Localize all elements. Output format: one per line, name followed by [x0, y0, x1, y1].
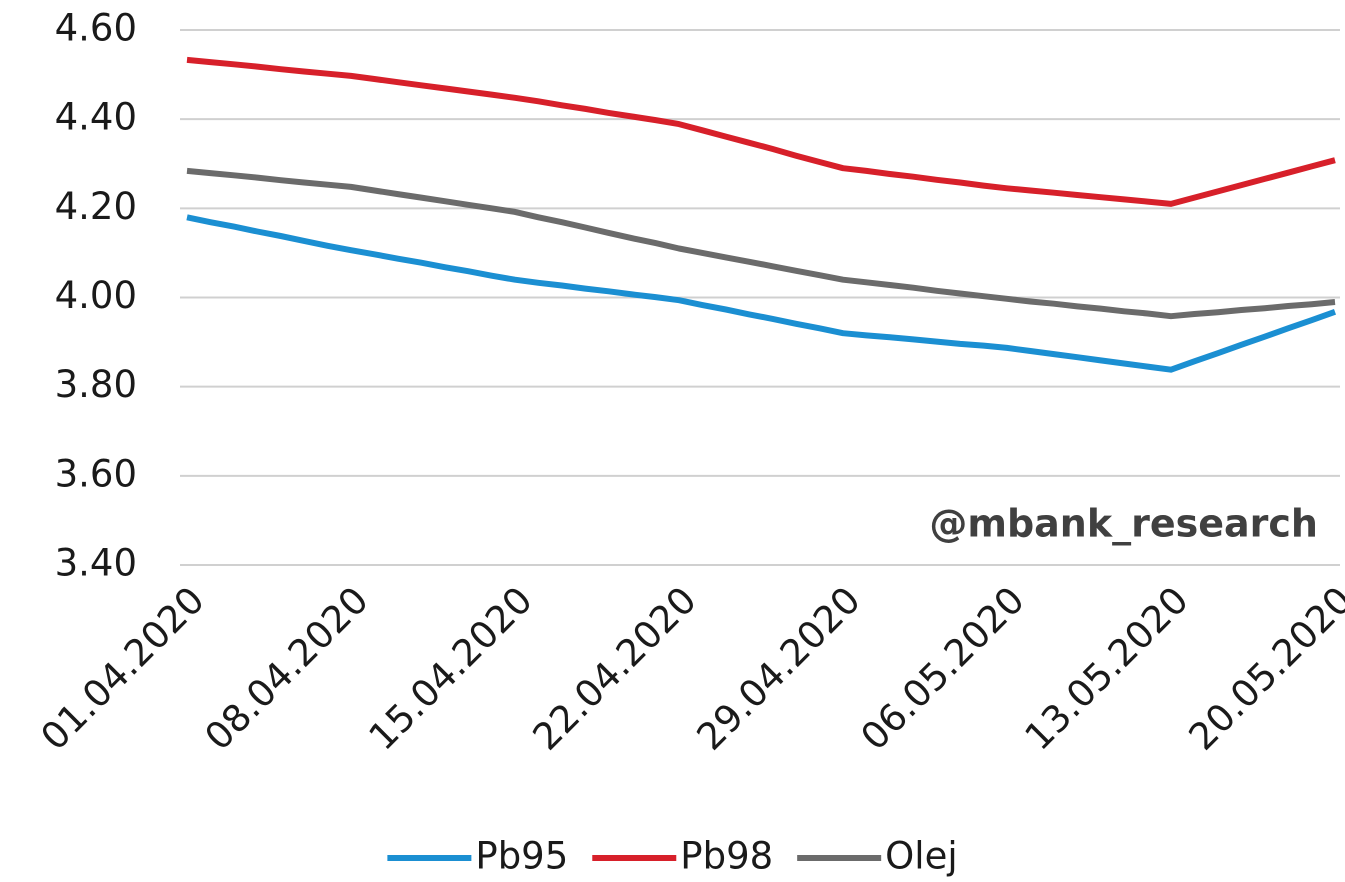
- y-tick-label: 3.40: [55, 542, 137, 585]
- x-tick-label: 01.04.2020: [33, 578, 213, 758]
- legend-label: Olej: [885, 835, 957, 878]
- legend: Pb95 Pb98 Olej: [387, 835, 958, 878]
- y-tick-label: 4.00: [55, 274, 137, 317]
- x-tick-label: 15.04.2020: [361, 578, 541, 758]
- line: [186, 214, 1337, 373]
- x-tick-label: 13.05.2020: [1017, 578, 1197, 758]
- y-tick-label: 4.60: [55, 7, 137, 50]
- annotation: @mbank_research: [929, 502, 1318, 546]
- y-tick-label: 4.20: [55, 185, 137, 228]
- y-tick-label: 4.40: [55, 96, 137, 139]
- y-tick-label: 3.80: [55, 363, 137, 406]
- x-tick-label: 08.04.2020: [197, 578, 377, 758]
- legend-label: Pb95: [475, 835, 568, 878]
- line: [186, 167, 1336, 320]
- legend-label: Pb98: [680, 835, 773, 878]
- y-tick-label: 3.60: [55, 452, 137, 495]
- line: [186, 56, 1336, 207]
- x-tick-label: 29.04.2020: [689, 578, 869, 758]
- x-tick-label: 20.05.2020: [1181, 578, 1345, 758]
- x-tick-label: 06.05.2020: [853, 578, 1033, 758]
- x-tick-label: 22.04.2020: [525, 578, 705, 758]
